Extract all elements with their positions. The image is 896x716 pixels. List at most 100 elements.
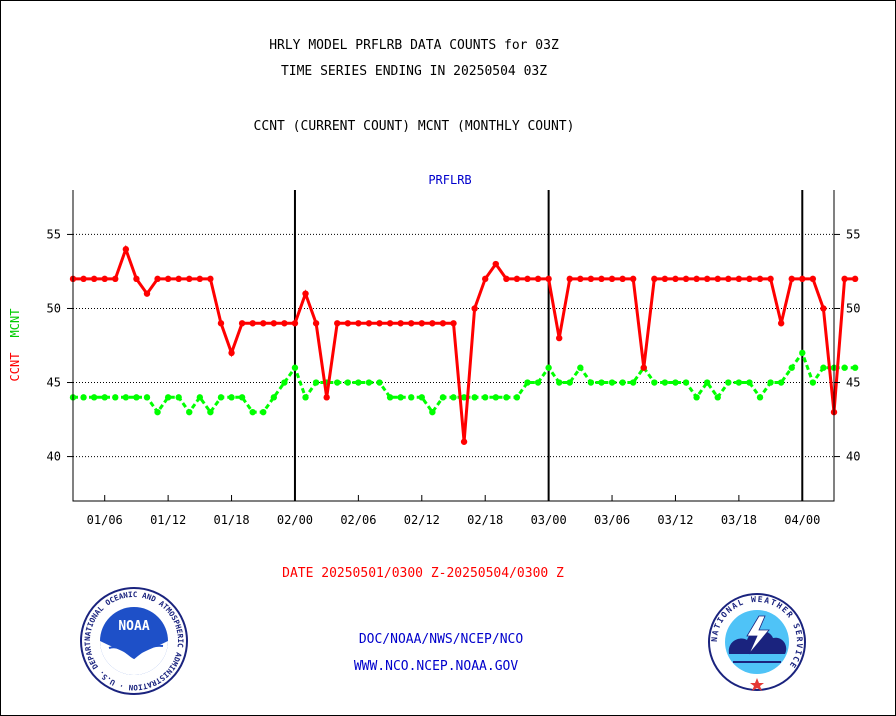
x-tick-label: 03/06: [594, 513, 630, 527]
data-point-mcnt: [228, 394, 235, 401]
data-point-mcnt: [703, 379, 711, 386]
data-point-ccnt: [767, 275, 774, 283]
data-point-ccnt: [714, 275, 721, 283]
y-tick-label-left: 40: [47, 450, 61, 464]
y-tick-label-right: 40: [846, 450, 860, 464]
data-point-mcnt: [503, 394, 510, 401]
data-point-ccnt: [397, 320, 404, 327]
x-tick-label: 02/12: [404, 513, 440, 527]
data-point-mcnt: [418, 394, 425, 401]
data-point-mcnt: [344, 379, 352, 386]
x-tick-label: 02/18: [467, 513, 503, 527]
data-point-mcnt: [164, 394, 172, 401]
grid-lines: [73, 233, 834, 458]
plot-title: PRFLRB: [428, 173, 471, 187]
data-point-ccnt: [281, 320, 288, 327]
data-point-mcnt: [756, 394, 764, 401]
data-point-mcnt: [471, 394, 478, 401]
data-point-ccnt: [640, 364, 647, 371]
data-point-mcnt: [672, 379, 679, 386]
data-point-mcnt: [175, 394, 182, 401]
data-point-mcnt: [746, 379, 753, 386]
ylabel-mcnt: MCNT: [8, 309, 22, 338]
data-point-mcnt: [355, 379, 362, 386]
data-point-ccnt: [164, 275, 172, 283]
data-point-ccnt: [312, 320, 320, 327]
data-point-ccnt: [598, 275, 605, 283]
data-point-ccnt: [101, 275, 108, 283]
data-point-mcnt: [629, 379, 637, 386]
x-tick-label: 01/06: [87, 513, 123, 527]
y-tick-label-left: 55: [47, 227, 61, 241]
data-point-mcnt: [439, 394, 447, 401]
y-tick-label-right: 55: [846, 227, 860, 241]
data-point-ccnt: [820, 305, 827, 312]
x-tick-label: 03/00: [531, 513, 567, 527]
data-point-ccnt: [566, 275, 573, 283]
data-point-mcnt: [460, 394, 468, 401]
day-boundaries: [293, 190, 804, 501]
noaa-logo-text: NOAA: [118, 619, 149, 634]
data-point-ccnt: [80, 275, 87, 283]
data-point-mcnt: [302, 394, 309, 401]
org-line: DOC/NOAA/NWS/NCEP/NCO: [358, 632, 524, 647]
data-point-ccnt: [545, 275, 552, 283]
data-point-ccnt: [228, 349, 235, 357]
data-point-ccnt: [355, 320, 362, 327]
x-tick-label: 02/00: [277, 513, 313, 527]
data-point-mcnt: [767, 379, 774, 386]
data-point-mcnt: [693, 394, 700, 401]
data-point-ccnt: [334, 320, 341, 327]
data-point-ccnt: [524, 275, 531, 283]
data-point-mcnt: [196, 394, 204, 401]
x-tick-label: 01/12: [150, 513, 186, 527]
data-point-mcnt: [513, 394, 521, 401]
x-tick-label: 01/18: [213, 513, 249, 527]
data-point-mcnt: [249, 408, 256, 416]
data-point-mcnt: [566, 379, 573, 386]
data-point-ccnt: [418, 320, 425, 327]
data-point-mcnt: [841, 364, 848, 371]
data-point-ccnt: [513, 275, 521, 283]
data-point-mcnt: [101, 394, 108, 401]
data-point-ccnt: [439, 320, 447, 327]
series-line-mcnt: [73, 349, 856, 415]
data-point-mcnt: [577, 364, 584, 371]
data-point-ccnt: [196, 275, 204, 283]
data-point-ccnt: [112, 275, 119, 283]
data-point-ccnt: [90, 275, 98, 283]
x-tick-label: 03/18: [721, 513, 757, 527]
date-range: DATE 20250501/0300 Z-20250504/0300 Z: [282, 566, 564, 581]
data-point-mcnt: [217, 394, 225, 401]
data-point-mcnt: [661, 379, 669, 386]
data-point-ccnt: [608, 275, 616, 283]
data-point-mcnt: [820, 364, 827, 371]
data-point-ccnt: [471, 305, 478, 312]
data-point-mcnt: [608, 379, 616, 386]
title-line-1: HRLY MODEL PRFLRB DATA COUNTS for 03Z: [269, 38, 559, 53]
data-point-ccnt: [450, 320, 457, 327]
data-point-mcnt: [598, 379, 605, 386]
series-layer: [69, 244, 859, 445]
data-point-mcnt: [555, 379, 563, 386]
data-point-ccnt: [629, 275, 637, 283]
data-point-mcnt: [429, 408, 436, 416]
plot-frame: [72, 190, 835, 502]
data-point-ccnt: [122, 246, 130, 253]
y-tick-label-left: 50: [47, 301, 61, 315]
data-point-mcnt: [450, 394, 457, 401]
data-point-mcnt: [90, 394, 98, 401]
data-point-mcnt: [545, 364, 552, 371]
x-tick-label: 02/06: [340, 513, 376, 527]
data-point-mcnt: [651, 379, 658, 386]
data-point-ccnt: [619, 275, 626, 283]
data-point-mcnt: [851, 364, 859, 371]
data-point-ccnt: [756, 275, 764, 283]
data-point-mcnt: [122, 394, 130, 401]
data-point-mcnt: [365, 379, 373, 386]
chart-subtitle: CCNT (CURRENT COUNT) MCNT (MONTHLY COUNT…: [253, 119, 575, 134]
data-point-ccnt: [291, 320, 299, 327]
data-point-ccnt: [238, 320, 246, 327]
data-point-ccnt: [133, 275, 140, 283]
